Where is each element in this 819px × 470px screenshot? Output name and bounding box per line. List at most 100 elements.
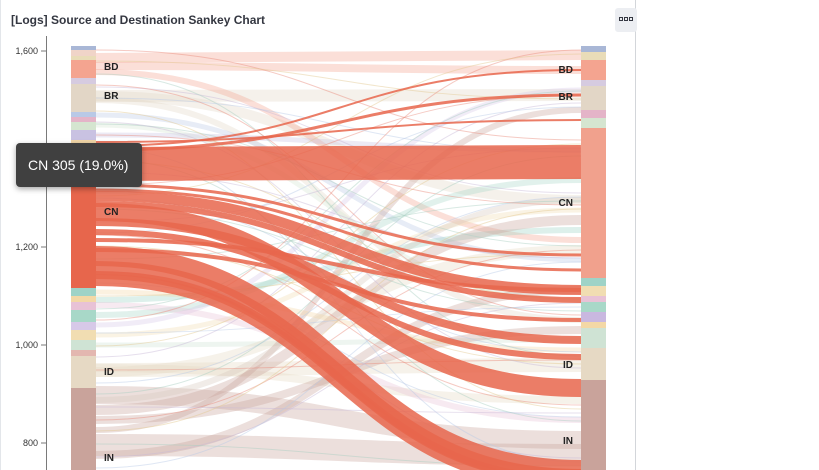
right-node[interactable] — [581, 110, 606, 118]
left-node[interactable] — [71, 356, 96, 388]
left-node[interactable] — [71, 46, 96, 50]
right-node[interactable] — [581, 128, 606, 278]
background-link — [95, 49, 582, 141]
cn-link[interactable] — [95, 119, 582, 143]
left-node[interactable] — [71, 117, 96, 122]
right-node-label: ID — [563, 360, 573, 371]
right-node-label: BD — [559, 65, 573, 76]
left-node[interactable] — [71, 388, 96, 470]
y-tick-label: 800 — [23, 438, 38, 448]
background-link — [95, 249, 582, 421]
cn-link[interactable] — [95, 183, 582, 257]
left-node[interactable] — [71, 122, 96, 130]
tooltip-text: CN 305 (19.0%) — [28, 157, 129, 173]
right-node-label: CN — [559, 198, 573, 209]
right-node[interactable] — [581, 328, 606, 348]
right-node[interactable] — [581, 348, 606, 380]
right-node[interactable] — [581, 118, 606, 128]
cn-link[interactable] — [95, 191, 582, 295]
cn-link[interactable] — [95, 145, 582, 181]
left-node-label: ID — [104, 367, 114, 378]
right-node[interactable] — [581, 52, 606, 60]
background-link — [95, 73, 582, 357]
background-link — [95, 215, 582, 415]
background-link — [95, 87, 582, 328]
background-link — [95, 207, 582, 338]
left-node[interactable] — [71, 84, 96, 112]
background-link — [95, 89, 582, 102]
left-node-labels: BD BR CN ID IN — [104, 62, 119, 464]
cn-link[interactable] — [95, 93, 582, 152]
right-node[interactable] — [581, 286, 606, 296]
right-node[interactable] — [581, 46, 606, 52]
left-node[interactable] — [71, 310, 96, 322]
left-node[interactable] — [71, 50, 96, 56]
cn-link[interactable] — [95, 69, 582, 147]
background-link — [95, 123, 582, 247]
left-node[interactable] — [71, 288, 96, 296]
right-node[interactable] — [581, 278, 606, 286]
right-node[interactable] — [581, 86, 606, 110]
left-node-column[interactable] — [71, 46, 96, 470]
right-node-column[interactable] — [581, 46, 606, 470]
left-node[interactable] — [71, 322, 96, 330]
cn-link[interactable] — [95, 271, 581, 470]
panel-title: [Logs] Source and Destination Sankey Cha… — [11, 13, 266, 27]
ellipsis-icon — [619, 17, 633, 21]
right-node-labels: BD BR CN ID IN — [559, 65, 574, 447]
sankey-chart[interactable]: 1,600 1,200 1,000 800 BD BR CN ID IN BD BR CN ID IN — [1, 36, 635, 470]
right-node[interactable] — [581, 312, 606, 322]
right-node-label: IN — [563, 436, 573, 447]
background-link — [95, 84, 582, 316]
left-node[interactable] — [71, 296, 96, 302]
left-node[interactable] — [71, 112, 96, 117]
left-node[interactable] — [71, 130, 96, 140]
background-link — [95, 406, 582, 414]
left-node-label: BD — [104, 62, 118, 73]
right-node[interactable] — [581, 60, 606, 80]
cn-link[interactable] — [95, 201, 582, 303]
y-tick-label: 1,000 — [15, 340, 38, 350]
cn-link[interactable] — [95, 203, 582, 397]
background-link — [95, 122, 582, 303]
left-node[interactable] — [71, 78, 96, 84]
visualization-panel: [Logs] Source and Destination Sankey Cha… — [0, 0, 637, 470]
cn-link[interactable] — [95, 238, 582, 292]
y-axis: 1,600 1,200 1,000 800 — [15, 36, 47, 470]
background-link — [95, 50, 582, 63]
cn-link[interactable] — [95, 229, 582, 360]
left-node-label: BR — [104, 91, 119, 102]
background-link — [95, 337, 582, 348]
right-node[interactable] — [581, 322, 606, 328]
cn-links[interactable] — [95, 69, 582, 470]
right-node[interactable] — [581, 80, 606, 86]
y-tick-label: 1,600 — [15, 46, 38, 56]
right-node-label: BR — [559, 92, 574, 103]
background-link — [95, 386, 582, 449]
cn-link[interactable] — [95, 218, 582, 344]
left-node-label: IN — [104, 453, 114, 464]
left-node[interactable] — [71, 340, 96, 350]
left-node[interactable] — [71, 330, 96, 340]
left-node-label: CN — [104, 207, 118, 218]
background-link — [95, 107, 582, 433]
right-node[interactable] — [581, 380, 606, 470]
right-node[interactable] — [581, 296, 606, 302]
panel-options-button[interactable] — [615, 8, 637, 32]
chart-tooltip: CN 305 (19.0%) — [16, 143, 142, 187]
y-tick-label: 1,200 — [15, 242, 38, 252]
cn-link[interactable] — [95, 248, 582, 322]
background-link — [95, 306, 582, 334]
left-node[interactable] — [71, 56, 96, 60]
background-link — [95, 86, 582, 194]
background-link — [95, 62, 582, 74]
left-node[interactable] — [71, 302, 96, 310]
right-node[interactable] — [581, 302, 606, 312]
background-link — [95, 110, 582, 410]
background-link — [95, 49, 582, 321]
left-node[interactable] — [71, 60, 96, 78]
panel-header: [Logs] Source and Destination Sankey Cha… — [1, 0, 637, 36]
cn-link[interactable] — [95, 188, 582, 272]
background-link — [95, 208, 582, 432]
left-node[interactable] — [71, 350, 96, 356]
